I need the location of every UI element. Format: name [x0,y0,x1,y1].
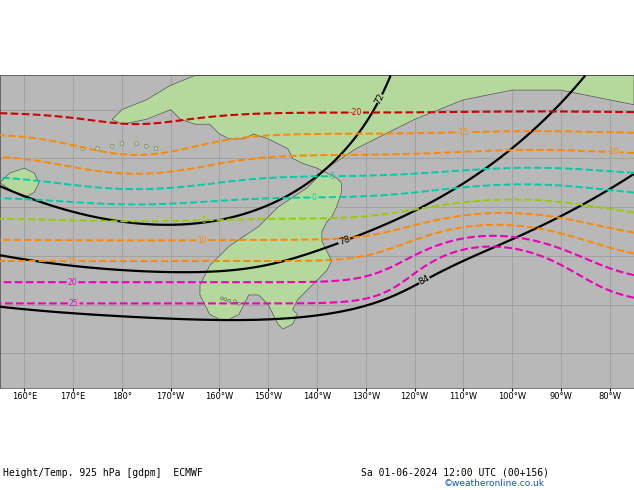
Circle shape [134,142,138,146]
Text: 20: 20 [68,278,77,287]
Circle shape [238,302,240,305]
Circle shape [221,297,223,300]
Circle shape [145,144,148,148]
Text: Sa 01-06-2024 12:00 UTC (00+156): Sa 01-06-2024 12:00 UTC (00+156) [361,468,550,478]
Text: ©weatheronline.co.uk: ©weatheronline.co.uk [444,479,545,488]
Text: 78: 78 [337,235,351,247]
Polygon shape [112,75,634,329]
Text: -20: -20 [349,108,362,117]
Circle shape [224,298,227,301]
Text: 10: 10 [197,236,207,245]
Circle shape [120,142,124,146]
Text: 84: 84 [417,274,432,287]
Text: -10: -10 [606,147,619,157]
Circle shape [233,300,236,303]
Circle shape [81,147,85,150]
Circle shape [110,144,114,148]
Text: 72: 72 [373,92,387,106]
Text: 15: 15 [68,257,77,266]
Text: 0: 0 [311,193,316,202]
Text: Height/Temp. 925 hPa [gdpm]  ECMWF: Height/Temp. 925 hPa [gdpm] ECMWF [3,468,203,478]
Text: 5: 5 [201,216,206,225]
Text: -15: -15 [456,127,469,137]
Circle shape [96,147,100,150]
Circle shape [228,299,231,302]
Polygon shape [0,168,39,197]
Circle shape [154,147,158,150]
Text: 25: 25 [69,299,79,308]
Text: -5: -5 [329,172,337,181]
